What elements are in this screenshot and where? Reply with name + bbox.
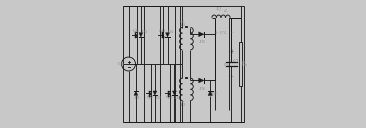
Text: $T_2$: $T_2$ [179, 99, 186, 109]
Text: $U_{\rm in}$: $U_{\rm in}$ [117, 60, 126, 68]
Polygon shape [208, 91, 212, 95]
Text: $L_f$: $L_f$ [214, 6, 222, 15]
Text: $-$: $-$ [229, 73, 235, 79]
Text: $i_L$: $i_L$ [223, 7, 229, 15]
Text: $Q_2$: $Q_2$ [146, 93, 153, 102]
Text: $D_2$: $D_2$ [139, 28, 147, 36]
Text: $T_1$: $T_1$ [179, 19, 186, 29]
Text: $C_f$: $C_f$ [232, 57, 239, 67]
Polygon shape [199, 32, 204, 37]
Text: $Q_4$: $Q_4$ [165, 93, 173, 102]
Text: $U_o$: $U_o$ [223, 61, 230, 69]
Text: $D_5$: $D_5$ [198, 39, 206, 46]
Polygon shape [166, 33, 169, 37]
Text: $+$: $+$ [229, 48, 235, 56]
Text: $D_3$: $D_3$ [173, 94, 181, 102]
Text: $Q_1$: $Q_1$ [132, 27, 139, 35]
Polygon shape [139, 33, 143, 37]
Text: $D_1$: $D_1$ [132, 94, 141, 102]
Text: $+\enspace U_L\enspace -$: $+\enspace U_L\enspace -$ [213, 28, 235, 37]
Text: $D_4$: $D_4$ [166, 28, 175, 36]
Text: $D_7$: $D_7$ [210, 90, 219, 98]
Polygon shape [153, 91, 157, 95]
Polygon shape [199, 78, 204, 83]
Text: $D_6$: $D_6$ [198, 85, 206, 93]
Bar [239, 42, 242, 86]
Polygon shape [134, 91, 138, 95]
Text: $D_2$: $D_2$ [154, 94, 162, 102]
Polygon shape [172, 91, 176, 95]
Text: $R_o$: $R_o$ [240, 59, 249, 69]
Text: $Q_3$: $Q_3$ [158, 27, 166, 35]
